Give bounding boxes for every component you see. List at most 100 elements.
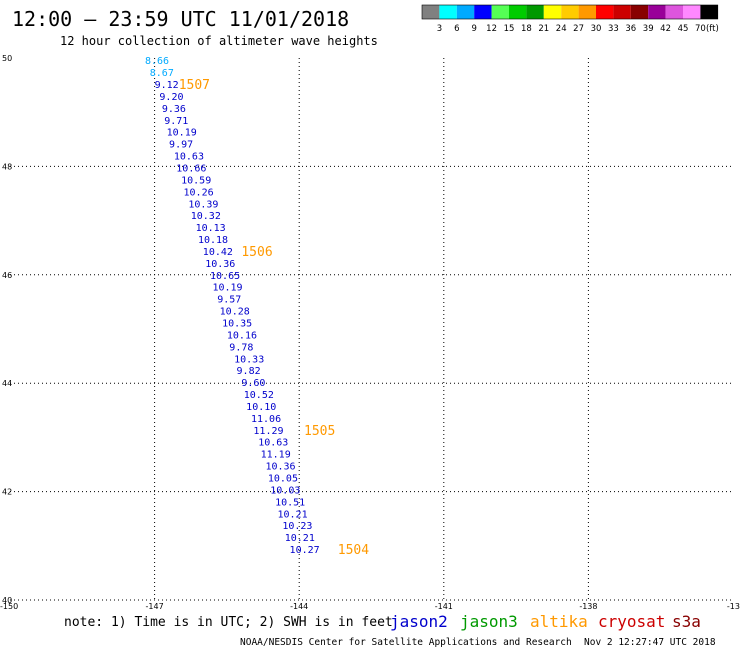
colorbar-label: 9: [471, 24, 476, 34]
swh-value: 10.10: [246, 402, 276, 413]
swh-value: 10.65: [210, 271, 240, 282]
colorbar-swatch: [422, 5, 440, 19]
legend-jason2: jason2: [390, 612, 448, 631]
satellite-legend: jason2 jason3 altika cryosat s3a: [390, 612, 701, 631]
swh-value: 10.19: [212, 283, 242, 294]
pass-number-label: 1506: [241, 245, 272, 260]
legend-jason3: jason3: [460, 612, 518, 631]
colorbar-swatch: [561, 5, 579, 19]
colorbar-label: 45: [678, 24, 689, 34]
swh-value: 11.19: [261, 450, 291, 461]
swh-value: 9.97: [169, 140, 193, 151]
swh-value: 10.52: [244, 390, 274, 401]
colorbar-swatch: [456, 5, 475, 19]
colorbar-label: 24: [556, 24, 567, 34]
swh-value: 8.67: [150, 68, 174, 79]
colorbar-swatch: [526, 5, 544, 19]
swh-value: 9.12: [155, 80, 179, 91]
swh-colorbar: 3 6 9 12 15 18 21 24 27 30 33 36 39 42 45 70 (ft): [421, 4, 719, 34]
colorbar-label: 15: [504, 24, 515, 34]
map-subtitle: 12 hour collection of altimeter wave hei…: [60, 34, 378, 48]
colorbar-label: 30: [591, 24, 602, 34]
colorbar-label: 18: [521, 24, 532, 34]
swh-value: 8.66: [145, 56, 169, 67]
swh-value: 10.35: [222, 318, 252, 329]
colorbar-swatch: [578, 5, 596, 19]
lat-lon-grid: [10, 58, 733, 601]
longitude-tick-label: -138: [579, 602, 597, 611]
swh-value: 10.66: [176, 163, 206, 174]
colorbar-label: 39: [643, 24, 654, 34]
latitude-tick-label: 46: [2, 271, 12, 280]
swh-value: 10.21: [285, 533, 315, 544]
longitude-tick-label: -150: [0, 602, 18, 611]
colorbar-swatch: [683, 5, 701, 19]
colorbar-label: 36: [625, 24, 636, 34]
swh-value: 10.23: [282, 521, 312, 532]
footer-credit: NOAA/NESDIS Center for Satellite Applica…: [240, 637, 572, 648]
footer-note: note: 1) Time is in UTC; 2) SWH is in fe…: [64, 615, 393, 630]
colorbar-swatch: [700, 5, 718, 19]
latitude-tick-label: 44: [2, 379, 12, 388]
swh-value: 10.16: [227, 330, 257, 341]
colorbar-label: 42: [660, 24, 671, 34]
swh-value: 10.13: [196, 223, 226, 234]
colorbar-label: 33: [608, 24, 619, 34]
swh-value: 11.06: [251, 414, 281, 425]
colorbar-unit: (ft): [706, 24, 719, 34]
swh-value: 10.51: [275, 497, 305, 508]
longitude-tick-label: -144: [290, 602, 308, 611]
pass-number-label: 1507: [179, 78, 210, 93]
longitude-ticks: -150 -147 -144 -141 -138 -13: [0, 602, 740, 611]
swh-value: 10.63: [174, 152, 204, 163]
colorbar-label: 27: [573, 24, 584, 34]
colorbar-label: 3: [437, 24, 442, 34]
colorbar-swatch: [630, 5, 649, 19]
swh-value: 9.60: [241, 378, 265, 389]
swh-value: 10.05: [268, 474, 298, 485]
footer-timestamp: Nov 2 12:27:47 UTC 2018: [584, 637, 716, 648]
swh-value: 10.63: [258, 438, 288, 449]
legend-s3a: s3a: [672, 612, 701, 631]
swh-value: 10.21: [278, 509, 308, 520]
colorbar-swatch: [543, 5, 562, 19]
colorbar-swatch: [439, 5, 457, 19]
colorbar-swatch: [665, 5, 683, 19]
satellite-track: 8.668.679.129.209.369.7110.199.9710.6310…: [145, 56, 320, 556]
colorbar-swatch: [474, 5, 492, 19]
swh-value: 10.03: [270, 485, 300, 496]
longitude-tick-label: -147: [146, 602, 164, 611]
swh-value: 9.36: [162, 104, 186, 115]
colorbar-label: 70: [695, 24, 706, 34]
pass-labels: 1507 1506 1505 1504: [179, 78, 370, 558]
pass-number-label: 1504: [338, 543, 369, 558]
legend-altika: altika: [530, 612, 588, 631]
pass-number-label: 1505: [304, 424, 335, 439]
longitude-tick-label: -13: [727, 602, 740, 611]
latitude-tick-label: 48: [2, 162, 12, 171]
swh-value: 10.42: [203, 247, 233, 258]
latitude-ticks: 50 48 46 44 42 40: [2, 54, 12, 605]
colorbar-swatch: [613, 5, 631, 19]
map-title: 12:00 – 23:59 UTC 11/01/2018: [12, 7, 349, 31]
colorbar-frame: [421, 4, 719, 20]
latitude-tick-label: 40: [2, 596, 12, 605]
colorbar-swatch: [596, 5, 614, 19]
colorbar-swatch: [491, 5, 509, 19]
swh-value: 10.32: [191, 211, 221, 222]
swh-value: 10.26: [184, 187, 214, 198]
swh-value: 10.59: [181, 175, 211, 186]
swh-value: 9.78: [229, 342, 253, 353]
swh-value: 10.36: [205, 259, 235, 270]
swh-value: 11.29: [253, 426, 283, 437]
colorbar-swatch: [648, 5, 666, 19]
colorbar-label: 6: [454, 24, 459, 34]
longitude-tick-label: -141: [435, 602, 453, 611]
swh-value: 10.39: [188, 199, 218, 210]
colorbar-swatch: [509, 5, 527, 19]
legend-cryosat: cryosat: [598, 612, 665, 631]
colorbar-label: 12: [486, 24, 497, 34]
swh-value: 10.28: [220, 307, 250, 318]
swh-value: 10.19: [167, 128, 197, 139]
